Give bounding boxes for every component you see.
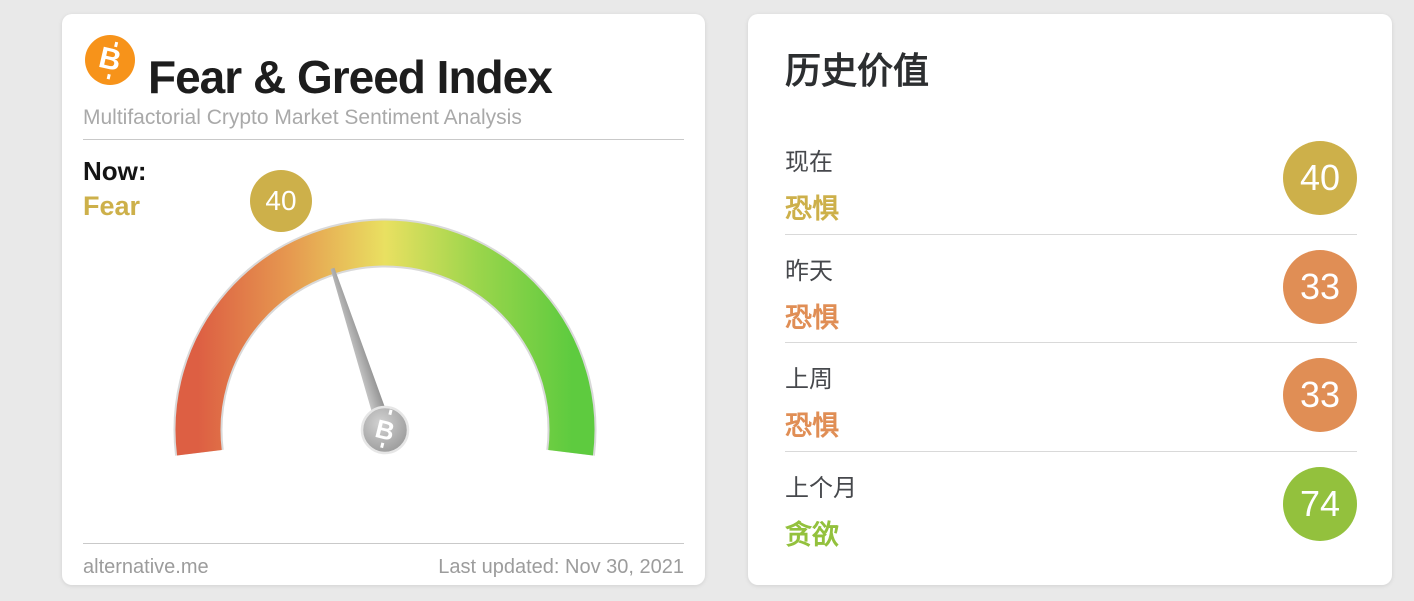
period-label: 现在 [785,149,833,176]
gauge-needle [330,267,396,442]
history-row-last-week: 上周 恐惧 33 [785,343,1357,452]
gauge-value: 40 [265,185,297,216]
period-label: 上个月 [785,474,857,502]
classification-label: 恐惧 [785,194,839,224]
gauge-hub: B [360,405,410,455]
now-classification: Fear [83,191,141,221]
fear-greed-gauge: B [173,218,597,456]
gauge-arc [175,220,595,456]
value-badge: 74 [1283,466,1357,541]
value-text: 33 [1299,374,1341,415]
bitcoin-b-glyph: B [95,40,125,79]
card-footer: alternative.me Last updated: Nov 30, 202… [83,556,684,579]
bitcoin-icon: B [85,35,135,85]
value-text: 40 [1299,157,1341,198]
value-text: 33 [1299,265,1341,307]
value-badge: 33 [1283,358,1357,432]
fear-greed-index-card: B Fear & Greed Index Multifactorial Cryp… [62,14,705,585]
history-row-yesterday: 昨天 恐惧 33 [785,235,1357,343]
classification-label: 贪欲 [785,519,839,550]
footer-divider [83,543,684,544]
period-label: 上周 [785,366,833,393]
classification-label: 恐惧 [785,411,839,441]
history-row-last-month: 上个月 贪欲 74 [785,452,1357,561]
last-updated-text: Last updated: Nov 30, 2021 [438,556,684,578]
history-rows: 现在 恐惧 40 昨天 恐惧 33 上周 恐惧 33 上个月 贪欲 74 [785,126,1357,560]
period-label: 昨天 [785,257,833,285]
value-badge: 40 [1283,141,1357,215]
value-text: 74 [1299,482,1341,524]
history-row-now: 现在 恐惧 40 [785,126,1357,235]
source-link[interactable]: alternative.me [83,556,209,578]
historical-values-card: 历史价值 现在 恐惧 40 昨天 恐惧 33 上周 恐惧 33 上个月 贪欲 [748,14,1392,585]
page-subtitle: Multifactorial Crypto Market Sentiment A… [83,106,522,129]
gauge-value-badge: 40 [250,170,312,232]
classification-label: 恐惧 [785,302,839,333]
header-divider [83,139,684,140]
now-label: Now: [83,156,147,186]
history-title: 历史价值 [785,50,930,91]
page-title: Fear & Greed Index [148,51,553,103]
value-badge: 33 [1283,249,1357,324]
